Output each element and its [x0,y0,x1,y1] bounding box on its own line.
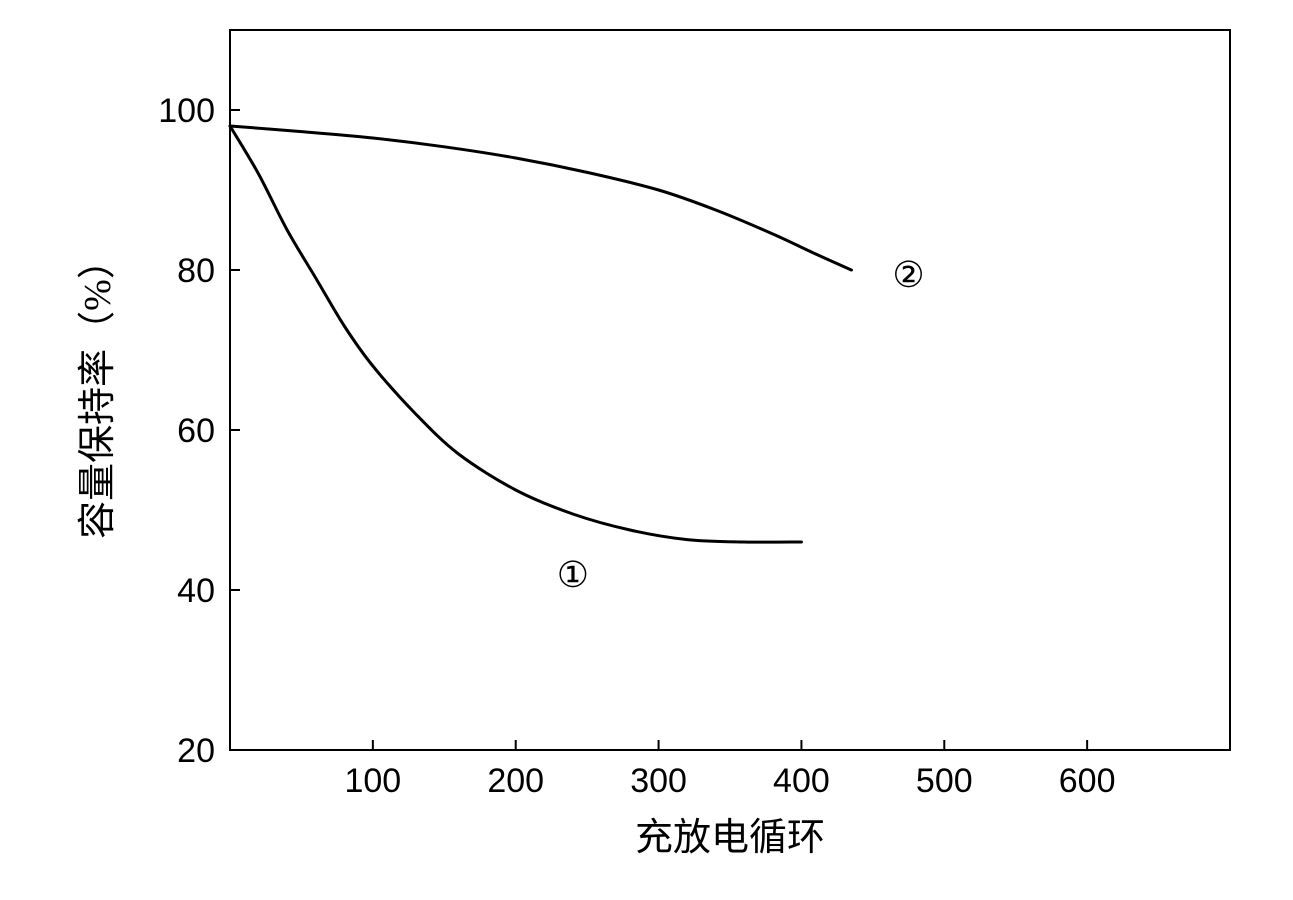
x-tick-label: 600 [1059,762,1116,800]
chart-svg: 100 200 300 400 500 600 20 40 60 80 100 充放电循环 容量保持率（… [0,0,1293,900]
y-tick-label: 40 [177,572,215,610]
x-tick-label: 200 [487,762,544,800]
curve-2-label: ② [892,254,924,295]
x-tick-label: 400 [773,762,830,800]
chart-container: 100 200 300 400 500 600 20 40 60 80 100 充放电循环 容量保持率（… [0,0,1293,900]
x-tick-label: 300 [630,762,687,800]
curve-1-label: ① [557,554,589,595]
y-axis-label: 容量保持率（%） [77,241,119,539]
x-tick-label: 500 [916,762,973,800]
y-tick-label: 60 [177,412,215,450]
y-tick-label: 20 [177,732,215,770]
y-tick-label: 80 [177,252,215,290]
x-tick-label: 100 [344,762,401,800]
x-axis-label: 充放电循环 [635,817,825,859]
y-tick-label: 100 [158,92,215,130]
